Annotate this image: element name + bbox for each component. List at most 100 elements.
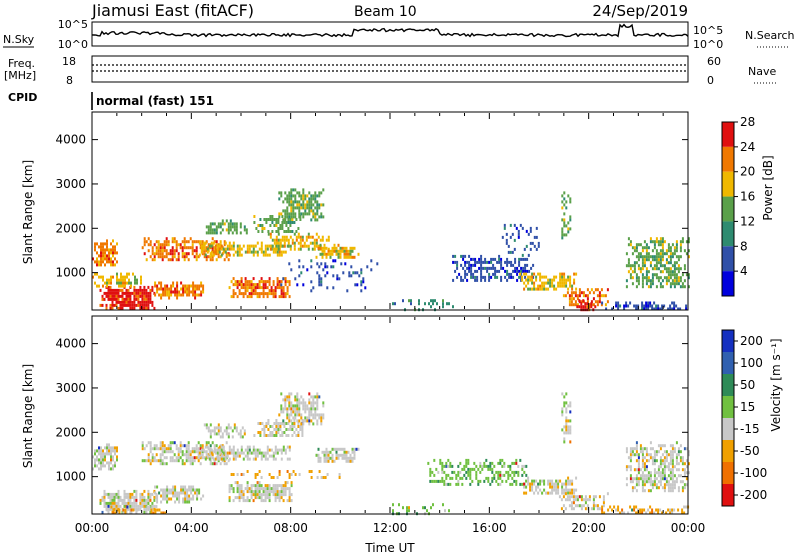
data-pixel [661, 304, 664, 308]
data-pixel [232, 241, 235, 245]
data-pixel [238, 499, 241, 503]
data-pixel [310, 404, 313, 408]
data-pixel [635, 477, 638, 481]
data-pixel [157, 246, 160, 250]
data-pixel [161, 246, 164, 250]
data-pixel [188, 494, 191, 498]
data-pixel [317, 456, 320, 460]
data-pixel [160, 511, 163, 515]
data-pixel [347, 255, 350, 259]
data-pixel [349, 255, 352, 259]
data-pixel [139, 498, 142, 502]
data-pixel [594, 504, 597, 508]
data-pixel [290, 473, 293, 476]
data-pixel [177, 456, 180, 460]
data-pixel [477, 479, 480, 483]
data-pixel [270, 448, 273, 452]
data-pixel [98, 254, 100, 258]
data-pixel [485, 458, 488, 462]
data-pixel [263, 434, 266, 437]
data-pixel [631, 486, 634, 490]
data-pixel [322, 413, 325, 417]
data-pixel [653, 459, 656, 463]
data-pixel [341, 249, 344, 253]
data-pixel [447, 458, 450, 462]
data-pixel [164, 287, 167, 291]
data-pixel [673, 301, 676, 305]
data-pixel [161, 249, 164, 253]
data-pixel [242, 473, 245, 476]
data-pixel [499, 476, 502, 480]
y-tick-label: 2000 [55, 221, 86, 235]
data-pixel [449, 464, 452, 468]
data-pixel [295, 235, 298, 239]
data-pixel [308, 206, 311, 210]
data-pixel [180, 488, 183, 492]
data-pixel [351, 450, 354, 454]
data-pixel [275, 241, 278, 245]
data-pixel [141, 300, 144, 304]
data-pixel [659, 480, 662, 484]
data-pixel [472, 275, 475, 279]
data-pixel [665, 276, 668, 280]
data-pixel [188, 293, 191, 297]
data-pixel [643, 246, 646, 250]
colorbar-tick-label: 100 [740, 356, 763, 370]
data-pixel [282, 292, 285, 296]
data-pixel [135, 291, 138, 295]
data-pixel [653, 453, 656, 457]
data-pixel [531, 485, 534, 489]
data-pixel [94, 461, 96, 465]
data-pixel [671, 444, 674, 448]
data-pixel [109, 294, 112, 298]
data-pixel [108, 281, 110, 285]
data-pixel [316, 203, 319, 207]
data-pixel [289, 221, 292, 224]
data-pixel [147, 498, 150, 502]
data-pixel [96, 464, 98, 468]
data-pixel [262, 286, 265, 290]
data-pixel [537, 272, 540, 276]
data-pixel [181, 252, 184, 256]
data-pixel [100, 275, 102, 279]
data-pixel [527, 281, 530, 285]
data-pixel [523, 482, 526, 486]
data-pixel [212, 253, 215, 257]
data-pixel [360, 268, 363, 272]
data-pixel [266, 244, 269, 248]
data-pixel [288, 283, 291, 287]
data-pixel [565, 407, 568, 411]
data-pixel [107, 294, 110, 298]
data-pixel [94, 272, 96, 276]
data-pixel [293, 431, 296, 434]
data-pixel [196, 293, 199, 297]
data-pixel [685, 240, 688, 244]
data-pixel [185, 456, 188, 460]
data-pixel [316, 212, 319, 216]
data-pixel [105, 492, 108, 496]
data-pixel [304, 416, 307, 420]
data-pixel [667, 276, 670, 280]
data-pixel [209, 429, 212, 433]
data-pixel [195, 249, 198, 253]
data-pixel [232, 247, 235, 251]
data-pixel [332, 265, 335, 269]
data-pixel [657, 508, 660, 512]
data-pixel [671, 447, 674, 451]
data-pixel [617, 508, 620, 512]
data-pixel [231, 435, 234, 439]
data-pixel [302, 422, 305, 426]
data-pixel [262, 454, 265, 458]
data-pixel [213, 462, 216, 466]
data-pixel [147, 492, 150, 496]
data-pixel [260, 496, 263, 500]
data-pixel [645, 447, 648, 451]
data-pixel [465, 461, 468, 465]
data-pixel [110, 248, 112, 252]
data-pixel [677, 267, 680, 271]
data-pixel [561, 194, 564, 198]
data-pixel [661, 237, 664, 241]
data-pixel [657, 240, 660, 244]
data-pixel [641, 489, 644, 493]
data-pixel [598, 297, 601, 301]
